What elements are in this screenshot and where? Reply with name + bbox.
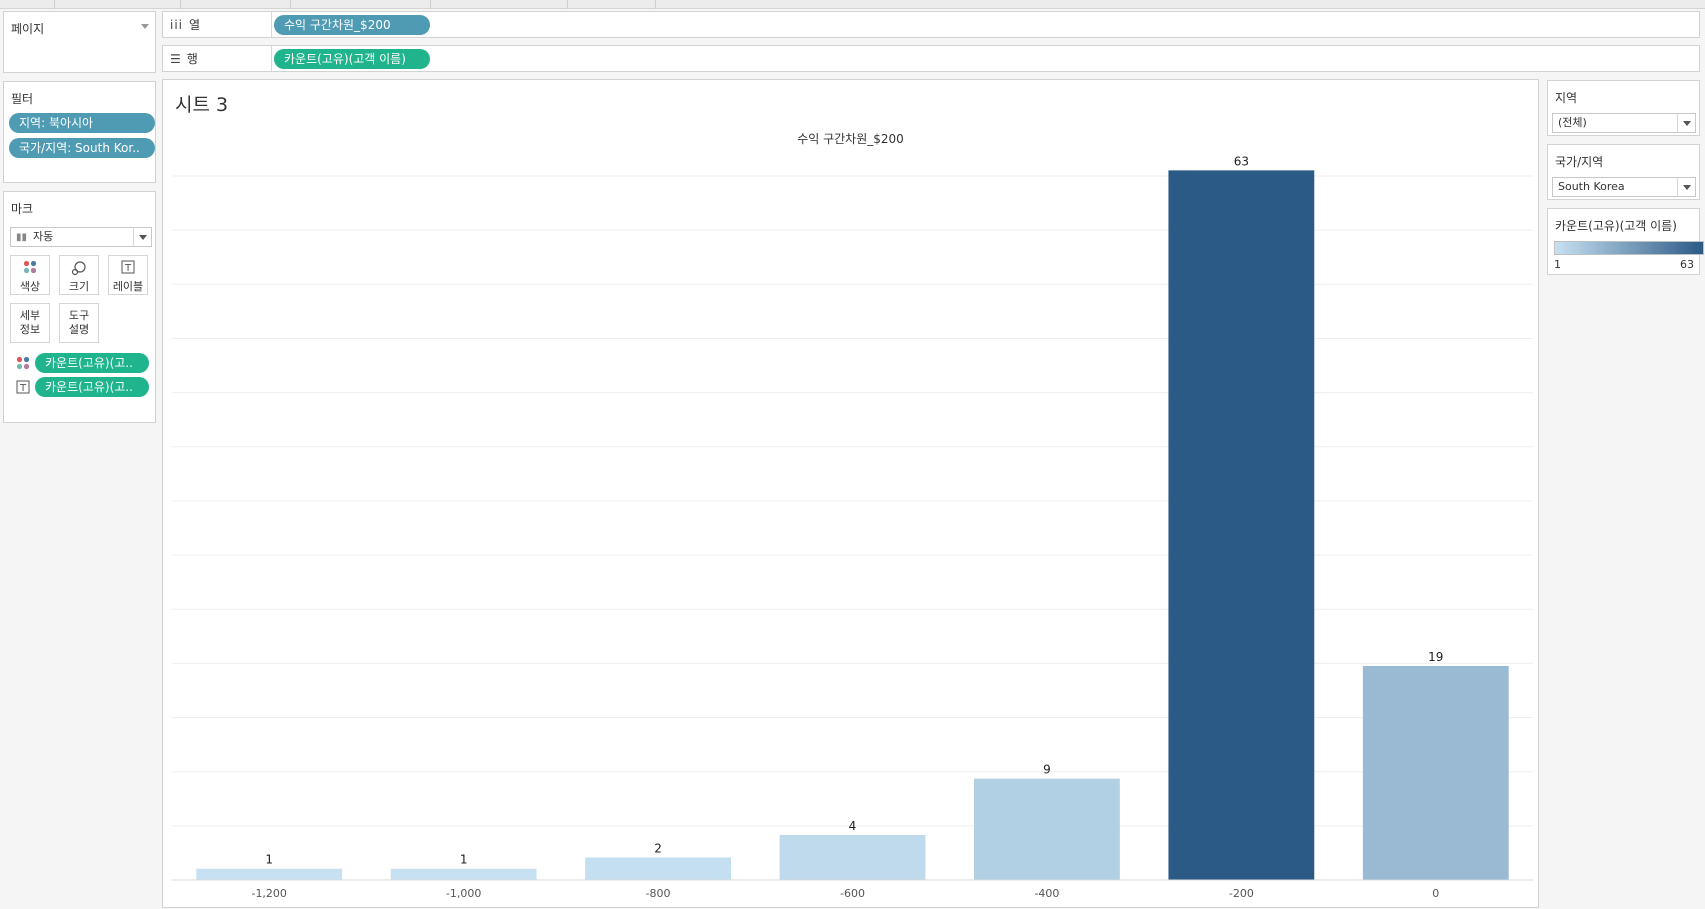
detail-button-label-line2: 정보 [19,323,41,336]
rows-field-pill[interactable]: 카운트(고유)(고객 이름) [274,49,430,69]
toolbar-segment [0,0,55,9]
bar-chart-icon: ▮▮ [16,232,28,243]
x-tick-label: -800 [646,887,671,900]
mark-type-select[interactable]: ▮▮ 자동 [10,227,152,247]
toolbar-segment [431,0,568,9]
country-filter-select[interactable]: South Korea [1552,177,1696,197]
bar-value-label: 19 [1428,650,1443,664]
bar[interactable] [585,857,731,880]
bar-value-label: 2 [654,841,662,855]
bar-value-label: 63 [1234,154,1249,168]
bar-value-label: 9 [1043,763,1051,777]
tooltip-button[interactable]: 도구 설명 [59,303,99,343]
sheet-title: 시트 3 [175,94,229,116]
filters-card: 필터 지역: 북아시아 국가/지역: South Kor.. [3,81,156,183]
pages-title: 페이지 [11,22,45,36]
chevron-down-icon [1677,114,1695,132]
color-legend-gradient [1554,241,1704,255]
marks-title: 마크 [11,202,34,216]
color-legend-title: 카운트(고유)(고객 이름) [1555,219,1677,233]
x-tick-label: -1,200 [251,887,286,900]
toolbar-segment [568,0,656,9]
pages-dropdown-icon[interactable] [141,24,149,29]
x-tick-label: -200 [1229,887,1254,900]
toolbar-segment [291,0,431,9]
pages-card[interactable]: 페이지 [3,11,156,73]
toolbar-segment [55,0,181,9]
toolbar-segment [181,0,291,9]
region-filter-card: 지역 (전체) [1547,80,1700,136]
label-button-label: 레이블 [112,280,144,293]
rows-icon: ☰ [170,52,181,66]
detail-button[interactable]: 세부 정보 [10,303,50,343]
bar-chart: 1 -1,200 1 -1,000 2 -800 4 -600 9 -400 63 -200 19 0 [172,154,1533,900]
color-field-pill[interactable]: 카운트(고유)(고.. [35,353,149,373]
x-tick-label: -400 [1034,887,1059,900]
marks-card: 마크 ▮▮ 자동 색상 크기 T 레이블 세부 정보 도구 설명 카운트(고유)(… [3,191,156,423]
label-field-pill[interactable]: 카운트(고유)(고.. [35,377,149,397]
text-encoding-icon: T [16,379,30,398]
region-filter-value: (전체) [1558,116,1587,129]
color-button-label: 색상 [19,280,41,293]
bar[interactable] [1168,170,1315,881]
columns-label-text: 열 [189,18,201,32]
x-tick-label: -1,000 [446,887,481,900]
rows-shelf-label: ☰ 행 [163,46,272,71]
region-filter-title: 지역 [1555,91,1578,105]
toolbar-strip [0,0,1705,9]
bar[interactable] [196,868,343,880]
filter-pill-country[interactable]: 국가/지역: South Kor.. [9,138,155,158]
mark-type-value: 자동 [33,230,54,243]
color-legend-card[interactable]: 카운트(고유)(고객 이름) 1 63 [1547,208,1704,275]
filters-title: 필터 [11,92,34,106]
color-button[interactable]: 색상 [10,255,50,295]
rows-shelf[interactable]: ☰ 행 카운트(고유)(고객 이름) [162,45,1700,72]
tooltip-button-label-line2: 설명 [68,323,90,336]
tooltip-button-label-line1: 도구 [68,309,90,322]
size-button[interactable]: 크기 [59,255,99,295]
bar[interactable] [779,834,926,880]
columns-shelf[interactable]: iii 열 수익 구간차원_$200 [162,11,1700,38]
size-button-label: 크기 [68,280,90,293]
bar-value-label: 4 [849,819,857,833]
x-tick-label: 0 [1432,887,1439,900]
bar[interactable] [1362,665,1509,880]
bar[interactable] [974,778,1120,880]
region-filter-select[interactable]: (전체) [1552,113,1696,133]
bar-value-label: 1 [265,853,273,867]
size-icon [60,260,98,276]
columns-shelf-label: iii 열 [163,12,272,37]
columns-icon: iii [170,18,184,32]
column-axis-title: 수익 구간차원_$200 [797,132,904,146]
columns-field-pill[interactable]: 수익 구간차원_$200 [274,15,430,35]
detail-button-label-line1: 세부 [19,309,41,322]
color-encoding-icon [16,355,30,374]
rows-label-text: 행 [186,52,198,66]
country-filter-card: 국가/지역 South Korea [1547,144,1700,200]
chevron-down-icon [133,228,151,246]
color-legend-max: 63 [1680,258,1694,271]
bar-value-label: 1 [460,853,468,867]
chevron-down-icon [1677,178,1695,196]
x-tick-label: -600 [840,887,865,900]
svg-text:T: T [124,263,132,274]
color-legend-min: 1 [1554,258,1561,271]
filter-pill-region[interactable]: 지역: 북아시아 [9,113,155,133]
viz-area: 시트 3 수익 구간차원_$200 1 -1,200 1 -1,000 2 -800 4 -6… [162,79,1539,908]
color-icon [11,260,49,276]
country-filter-value: South Korea [1558,180,1625,193]
label-button[interactable]: T 레이블 [108,255,148,295]
svg-text:T: T [19,383,27,394]
text-label-icon: T [109,260,147,276]
country-filter-title: 국가/지역 [1555,155,1604,169]
bar[interactable] [390,868,537,880]
